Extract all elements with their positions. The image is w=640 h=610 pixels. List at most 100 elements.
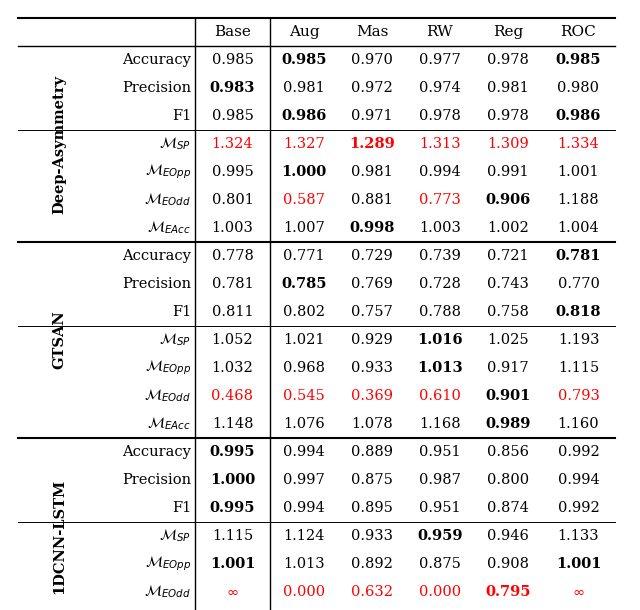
Text: $\mathcal{M}_{EOpp}$: $\mathcal{M}_{EOpp}$ <box>145 163 191 181</box>
Text: 1DCNN-LSTM: 1DCNN-LSTM <box>52 478 66 594</box>
Text: 0.994: 0.994 <box>283 501 325 515</box>
Text: 0.468: 0.468 <box>211 389 253 403</box>
Text: 0.995: 0.995 <box>212 165 253 179</box>
Text: 0.995: 0.995 <box>210 501 255 515</box>
Text: 0.998: 0.998 <box>349 221 395 235</box>
Text: RW: RW <box>427 25 453 39</box>
Text: 0.951: 0.951 <box>419 445 461 459</box>
Text: 1.115: 1.115 <box>212 529 253 543</box>
Text: $\mathcal{M}_{EOdd}$: $\mathcal{M}_{EOdd}$ <box>144 584 191 600</box>
Text: 0.770: 0.770 <box>557 277 600 291</box>
Text: 1.001: 1.001 <box>556 557 601 571</box>
Text: Aug: Aug <box>289 25 319 39</box>
Text: 0.933: 0.933 <box>351 361 393 375</box>
Text: 0.369: 0.369 <box>351 389 393 403</box>
Text: 0.811: 0.811 <box>212 305 253 319</box>
Text: 1.001: 1.001 <box>210 557 255 571</box>
Text: 0.545: 0.545 <box>283 389 325 403</box>
Text: 0.995: 0.995 <box>210 445 255 459</box>
Text: 0.968: 0.968 <box>283 361 325 375</box>
Text: 0.994: 0.994 <box>557 473 600 487</box>
Text: 0.632: 0.632 <box>351 585 393 599</box>
Text: 0.721: 0.721 <box>487 249 529 263</box>
Text: 0.933: 0.933 <box>351 529 393 543</box>
Text: 0.778: 0.778 <box>212 249 253 263</box>
Text: 1.124: 1.124 <box>284 529 324 543</box>
Text: 0.977: 0.977 <box>419 53 461 67</box>
Text: 1.168: 1.168 <box>419 417 461 431</box>
Text: 0.951: 0.951 <box>419 501 461 515</box>
Text: 0.978: 0.978 <box>419 109 461 123</box>
Text: 1.016: 1.016 <box>417 333 463 347</box>
Text: $\mathcal{M}_{SP}$: $\mathcal{M}_{SP}$ <box>159 332 191 348</box>
Text: 0.992: 0.992 <box>557 501 600 515</box>
Text: 0.946: 0.946 <box>487 529 529 543</box>
Text: 0.989: 0.989 <box>485 417 531 431</box>
Text: F1: F1 <box>172 109 191 123</box>
Text: Reg: Reg <box>493 25 523 39</box>
Text: 1.327: 1.327 <box>283 137 325 151</box>
Text: 1.000: 1.000 <box>282 165 326 179</box>
Text: 0.906: 0.906 <box>485 193 531 207</box>
Text: 1.007: 1.007 <box>283 221 325 235</box>
Text: ROC: ROC <box>561 25 596 39</box>
Text: Precision: Precision <box>122 81 191 95</box>
Text: $\mathcal{M}_{EAcc}$: $\mathcal{M}_{EAcc}$ <box>147 415 191 432</box>
Text: Deep-Asymmetry: Deep-Asymmetry <box>52 74 66 214</box>
Text: 0.985: 0.985 <box>281 53 327 67</box>
Text: 0.773: 0.773 <box>419 193 461 207</box>
Text: F1: F1 <box>172 305 191 319</box>
Text: Precision: Precision <box>122 277 191 291</box>
Text: 0.801: 0.801 <box>212 193 253 207</box>
Text: 0.959: 0.959 <box>417 529 463 543</box>
Text: 1.002: 1.002 <box>487 221 529 235</box>
Text: 1.013: 1.013 <box>283 557 325 571</box>
Text: 0.889: 0.889 <box>351 445 393 459</box>
Text: $\infty$: $\infty$ <box>572 585 585 599</box>
Text: 0.997: 0.997 <box>283 473 325 487</box>
Text: $\mathcal{M}_{EOdd}$: $\mathcal{M}_{EOdd}$ <box>144 387 191 404</box>
Text: 0.985: 0.985 <box>212 53 253 67</box>
Text: 0.978: 0.978 <box>487 53 529 67</box>
Text: $\mathcal{M}_{EAcc}$: $\mathcal{M}_{EAcc}$ <box>147 220 191 236</box>
Text: 0.874: 0.874 <box>487 501 529 515</box>
Text: 0.917: 0.917 <box>487 361 529 375</box>
Text: 0.802: 0.802 <box>283 305 325 319</box>
Text: 0.974: 0.974 <box>419 81 461 95</box>
Text: 1.309: 1.309 <box>487 137 529 151</box>
Text: 0.793: 0.793 <box>557 389 600 403</box>
Text: 0.728: 0.728 <box>419 277 461 291</box>
Text: 0.781: 0.781 <box>556 249 601 263</box>
Text: 0.000: 0.000 <box>283 585 325 599</box>
Text: $\mathcal{M}_{SP}$: $\mathcal{M}_{SP}$ <box>159 528 191 544</box>
Text: Accuracy: Accuracy <box>122 445 191 459</box>
Text: 0.971: 0.971 <box>351 109 393 123</box>
Text: 1.003: 1.003 <box>212 221 253 235</box>
Text: F1: F1 <box>172 501 191 515</box>
Text: 0.771: 0.771 <box>283 249 325 263</box>
Text: 0.800: 0.800 <box>487 473 529 487</box>
Text: 0.788: 0.788 <box>419 305 461 319</box>
Text: 0.729: 0.729 <box>351 249 393 263</box>
Text: 0.908: 0.908 <box>487 557 529 571</box>
Text: 0.610: 0.610 <box>419 389 461 403</box>
Text: 0.739: 0.739 <box>419 249 461 263</box>
Text: 0.987: 0.987 <box>419 473 461 487</box>
Text: 1.334: 1.334 <box>557 137 600 151</box>
Text: $\mathcal{M}_{EOdd}$: $\mathcal{M}_{EOdd}$ <box>144 192 191 209</box>
Text: 0.929: 0.929 <box>351 333 393 347</box>
Text: 0.895: 0.895 <box>351 501 393 515</box>
Text: Base: Base <box>214 25 251 39</box>
Text: 1.052: 1.052 <box>212 333 253 347</box>
Text: 1.188: 1.188 <box>557 193 599 207</box>
Text: 0.972: 0.972 <box>351 81 393 95</box>
Text: 1.289: 1.289 <box>349 137 395 151</box>
Text: 1.148: 1.148 <box>212 417 253 431</box>
Text: 0.892: 0.892 <box>351 557 393 571</box>
Text: 0.970: 0.970 <box>351 53 393 67</box>
Text: 1.003: 1.003 <box>419 221 461 235</box>
Text: 0.781: 0.781 <box>212 277 253 291</box>
Text: 0.980: 0.980 <box>557 81 600 95</box>
Text: 1.076: 1.076 <box>283 417 325 431</box>
Text: 0.978: 0.978 <box>487 109 529 123</box>
